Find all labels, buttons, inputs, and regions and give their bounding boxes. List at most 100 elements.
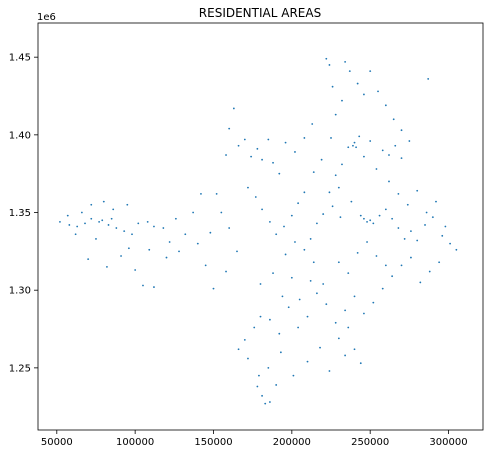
data-point [303, 137, 306, 139]
data-point [337, 186, 340, 189]
data-point [359, 214, 362, 217]
data-point [284, 141, 287, 144]
data-point [278, 332, 281, 335]
data-point [142, 284, 144, 287]
y-tick-label: 1.25 [9, 363, 31, 374]
data-point [134, 269, 137, 271]
data-point [165, 256, 168, 259]
data-point [334, 174, 337, 177]
data-point [331, 205, 334, 208]
data-point [115, 227, 118, 229]
data-point [279, 351, 282, 354]
data-point [68, 224, 71, 226]
data-point [137, 222, 140, 225]
data-point [363, 312, 365, 315]
data-point [236, 250, 238, 253]
data-point [237, 144, 240, 147]
data-point [353, 348, 356, 351]
data-point [311, 123, 314, 125]
data-point [59, 220, 61, 223]
data-point [369, 70, 372, 73]
data-point [247, 357, 249, 360]
data-point [225, 154, 227, 156]
data-point [110, 217, 113, 220]
data-point [312, 261, 315, 264]
data-point [406, 203, 409, 206]
data-point [275, 233, 278, 236]
data-point [95, 238, 97, 240]
data-point [337, 337, 340, 340]
data-point [162, 227, 165, 229]
y-tick-label: 1.35 [9, 208, 31, 219]
data-point [392, 118, 395, 121]
data-point [372, 222, 375, 225]
data-point [127, 247, 130, 250]
data-point [66, 214, 69, 217]
data-point [247, 186, 249, 189]
data-point [353, 141, 356, 144]
data-point [102, 200, 105, 203]
data-point [358, 135, 361, 138]
data-point [391, 217, 394, 220]
data-point [325, 303, 328, 306]
data-point [303, 248, 306, 251]
data-point [200, 192, 202, 195]
data-point [400, 264, 403, 267]
data-point [347, 146, 350, 149]
data-point [410, 230, 412, 233]
data-point [294, 241, 296, 243]
data-point [306, 315, 309, 318]
data-point [328, 64, 331, 66]
data-point [275, 384, 278, 386]
data-point [319, 346, 321, 349]
data-point [388, 180, 390, 183]
data-point [427, 78, 430, 80]
data-point [106, 265, 108, 268]
data-point [148, 248, 151, 251]
data-point [381, 149, 384, 152]
data-point [347, 272, 350, 274]
data-point [309, 279, 312, 282]
y-axis: 1.25 1.30 1.35 1.40 1.45 [9, 53, 38, 374]
data-point [312, 171, 315, 174]
data-point [372, 301, 375, 304]
data-point [309, 238, 312, 240]
x-tick-label: 50000 [41, 437, 73, 448]
data-point [220, 211, 223, 214]
data-point [196, 242, 199, 245]
x-tick-label: 100000 [116, 437, 154, 448]
data-point [369, 219, 372, 222]
data-point [283, 225, 285, 228]
x-tick-label: 200000 [273, 437, 311, 448]
data-point [256, 385, 259, 388]
data-point [264, 402, 267, 405]
data-point [410, 256, 412, 259]
data-point [403, 238, 406, 240]
data-point [174, 217, 177, 220]
y-axis-offset-label: 1e6 [37, 12, 56, 23]
data-point [168, 241, 171, 243]
data-point [294, 151, 296, 153]
data-point [253, 326, 256, 329]
data-point [328, 370, 331, 372]
data-point [87, 258, 90, 261]
data-point [416, 189, 419, 192]
data-point [344, 309, 347, 312]
x-tick-label: 300000 [429, 437, 467, 448]
data-point [388, 154, 390, 156]
data-point [328, 191, 331, 194]
data-point [112, 208, 115, 211]
data-point [184, 233, 187, 236]
data-point [290, 276, 293, 279]
data-point [316, 222, 318, 225]
data-point [80, 211, 83, 214]
data-point [76, 225, 79, 228]
data-point [237, 348, 240, 351]
data-point [325, 57, 328, 60]
data-point [334, 321, 337, 324]
data-points [59, 57, 458, 405]
plot-frame [37, 22, 484, 431]
data-point [363, 93, 365, 96]
data-point [228, 227, 231, 229]
